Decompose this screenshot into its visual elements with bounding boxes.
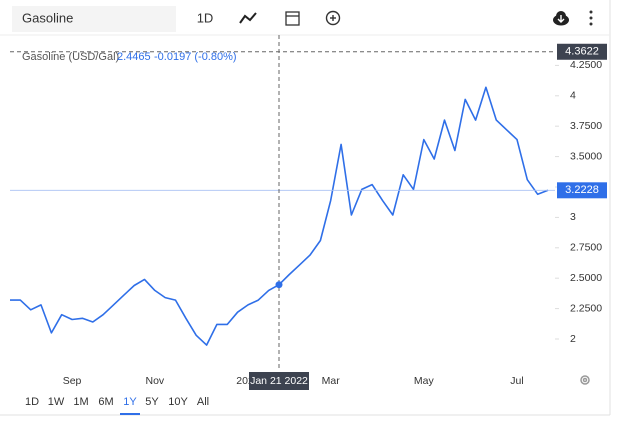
y-tick-label: 3.5000	[570, 150, 602, 162]
legend-name: Gasoline (USD/Gal)	[22, 51, 119, 63]
range-button[interactable]: 5Y	[145, 396, 159, 408]
y-tick-label: 2	[570, 333, 576, 345]
add-icon[interactable]	[325, 10, 341, 26]
x-tick-label: Mar	[322, 375, 341, 387]
y-tick-label: 4.2500	[570, 59, 602, 71]
search-box[interactable]	[12, 6, 176, 32]
y-tick-label: 3.7500	[570, 120, 602, 132]
y-tick-label: 2.7500	[570, 242, 602, 254]
crosshair-date-label: Jan 21 2022	[250, 375, 308, 387]
crosshair-point	[275, 281, 283, 289]
range-button[interactable]: 1W	[48, 396, 65, 408]
chart-type-icon[interactable]	[239, 12, 257, 24]
download-icon[interactable]	[553, 11, 569, 26]
crosshair-price-label: 4.3622	[565, 46, 599, 58]
legend-change: -0.0197 (-0.80%)	[154, 51, 237, 63]
x-tick-label: May	[414, 375, 435, 387]
range-button[interactable]: All	[197, 396, 209, 408]
menu-icon[interactable]	[589, 10, 593, 26]
price-line	[10, 86, 549, 346]
interval-button[interactable]: 1D	[197, 10, 214, 25]
range-button[interactable]: 1M	[73, 396, 88, 408]
search-text[interactable]: Gasoline	[22, 10, 73, 25]
y-tick-label: 2.2500	[570, 302, 602, 314]
legend-value: 2.4465	[117, 51, 151, 63]
range-button[interactable]: 10Y	[168, 396, 188, 408]
x-tick-label: Nov	[146, 375, 165, 387]
range-button[interactable]: 1D	[25, 396, 39, 408]
range-button[interactable]: 1Y	[123, 396, 137, 408]
last-price-label: 3.2228	[565, 184, 599, 196]
last-price-box	[557, 182, 607, 199]
x-tick-label: Jul	[510, 375, 523, 387]
range-button[interactable]: 6M	[98, 396, 113, 408]
crosshair-date-box	[249, 372, 309, 390]
crosshair-price-box	[557, 43, 607, 60]
x-tick-label: Sep	[63, 375, 82, 387]
y-tick-label: 3	[570, 211, 576, 223]
y-tick-label: 2.5000	[570, 272, 602, 284]
settings-icon[interactable]	[580, 375, 590, 385]
y-tick-label: 4	[570, 90, 576, 102]
calendar-icon[interactable]	[285, 11, 300, 26]
